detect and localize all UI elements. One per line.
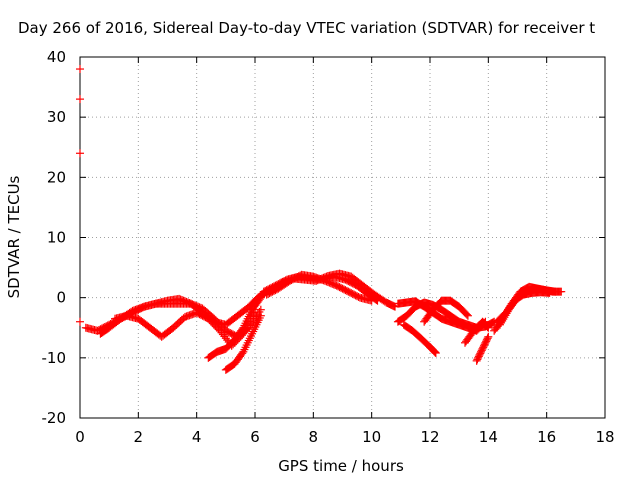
series-arc-q bbox=[493, 288, 554, 326]
series-arc-h bbox=[277, 269, 399, 311]
y-tick-label: 40 bbox=[47, 48, 66, 66]
axes: 0 2 4 6 8 10 12 14 16 18 -20 -10 0 10 20 30 40 bbox=[42, 48, 615, 446]
y-tick-label: 30 bbox=[47, 108, 66, 126]
series-arc-l bbox=[420, 296, 472, 326]
x-axis-label: GPS time / hours bbox=[278, 457, 404, 475]
x-tick-label: 12 bbox=[420, 428, 439, 446]
y-tick-label: 10 bbox=[47, 229, 66, 247]
x-tick-label: 8 bbox=[309, 428, 319, 446]
series-arc-d bbox=[204, 293, 265, 362]
series-edge-points bbox=[76, 65, 84, 326]
x-tick-label: 10 bbox=[362, 428, 381, 446]
x-tick-label: 0 bbox=[75, 428, 85, 446]
series-arc-n bbox=[472, 332, 493, 365]
x-tick-label: 18 bbox=[595, 428, 614, 446]
chart-title: Day 266 of 2016, Sidereal Day-to-day VTE… bbox=[18, 19, 595, 37]
series-arc-m bbox=[461, 317, 493, 347]
series-arc-e bbox=[221, 311, 265, 374]
data-layer bbox=[76, 65, 566, 374]
grid bbox=[80, 57, 605, 418]
y-tick-label: 0 bbox=[56, 289, 66, 307]
x-tick-label: 2 bbox=[134, 428, 144, 446]
series-arc-k bbox=[399, 320, 440, 358]
x-tick-label: 4 bbox=[192, 428, 202, 446]
x-tick-label: 16 bbox=[537, 428, 556, 446]
y-axis-label: SDTVAR / TECUs bbox=[5, 175, 23, 298]
y-tick-label: -20 bbox=[42, 409, 67, 427]
x-tick-label: 6 bbox=[250, 428, 260, 446]
x-tick-label: 14 bbox=[479, 428, 498, 446]
y-tick-label: 20 bbox=[47, 168, 66, 186]
y-tick-label: -10 bbox=[42, 349, 67, 367]
